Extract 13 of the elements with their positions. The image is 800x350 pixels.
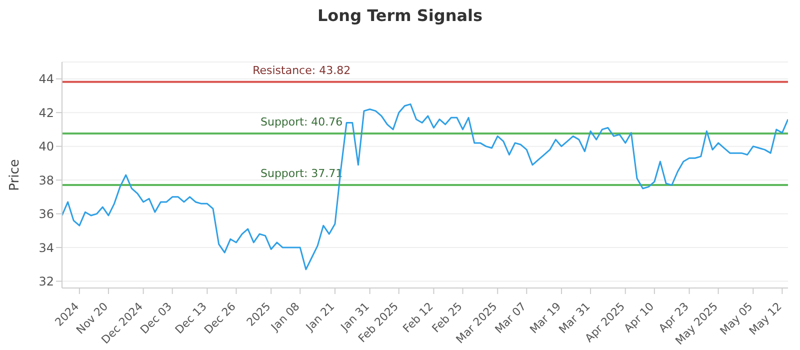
y-tick-label: 40: [38, 140, 54, 154]
ref-line-label: Support: 40.76: [260, 116, 343, 129]
line-series: [62, 103, 788, 270]
y-tick-label: 44: [38, 72, 54, 86]
y-tick-label: 32: [38, 274, 54, 289]
y-tick-label: 34: [38, 240, 54, 255]
y-tick-label: 38: [38, 173, 54, 188]
x-tick-label: Jan 21: [302, 300, 338, 334]
chart-title: Long Term Signals: [316, 6, 484, 25]
ref-line-label: Resistance: 43.82: [252, 64, 351, 77]
y-tick-label: 36: [38, 207, 54, 222]
y-axis-title: Price: [8, 159, 23, 191]
y-tick-label: 42: [38, 106, 54, 120]
